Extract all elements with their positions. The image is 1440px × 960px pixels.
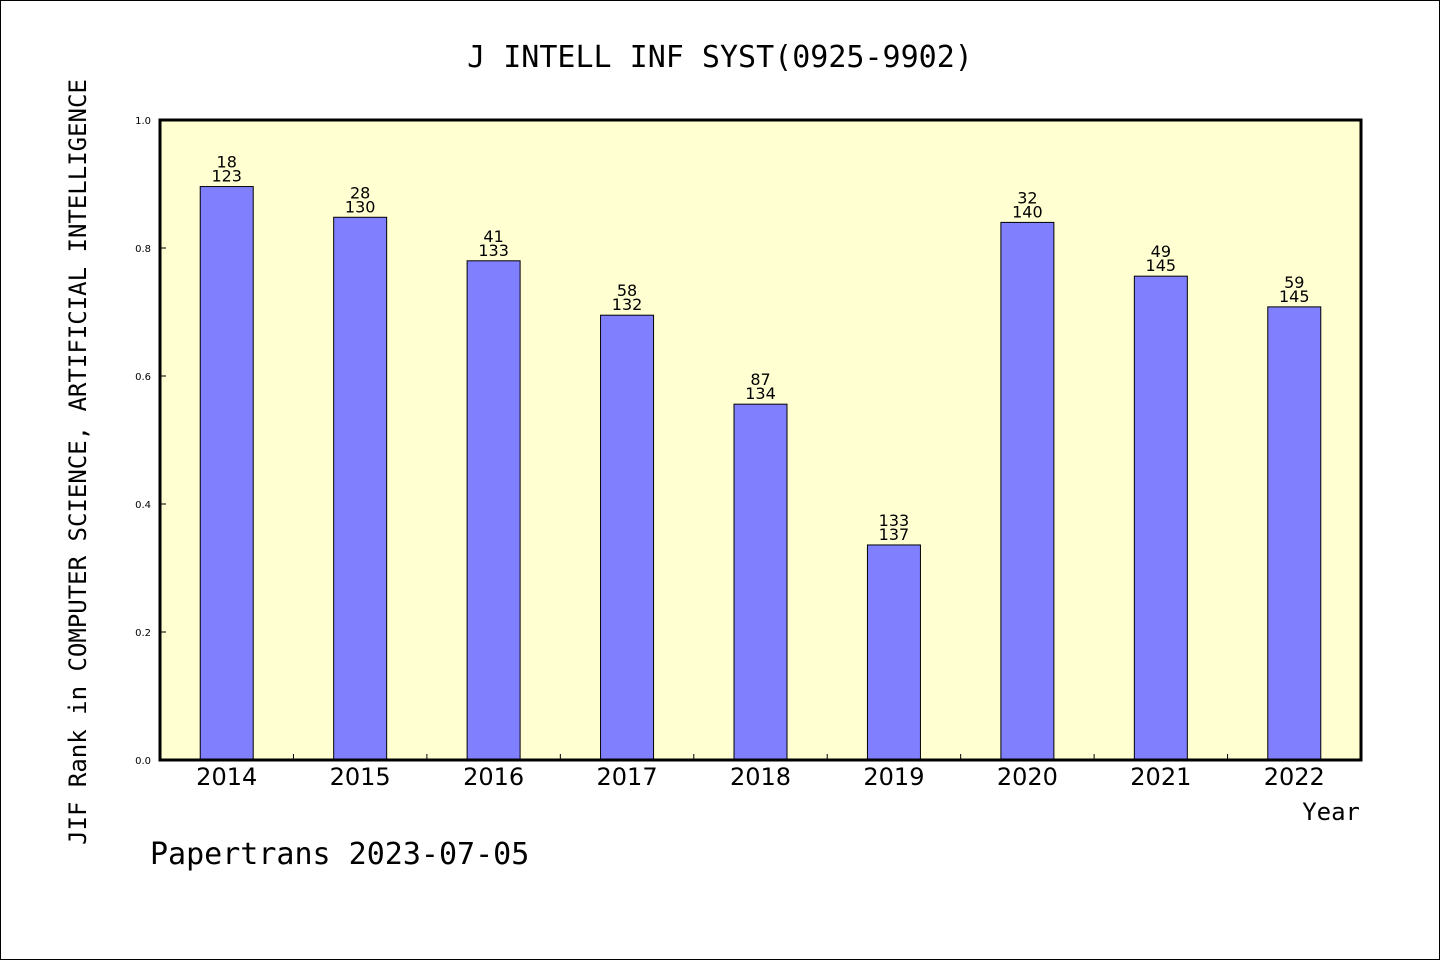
- x-tick-label: 2020: [997, 763, 1058, 791]
- bar-2019: [866, 544, 921, 761]
- x-axis-label: Year: [1302, 798, 1360, 826]
- y-tick-label: 0.4: [135, 500, 151, 511]
- bar-2021: [1133, 275, 1188, 761]
- bars-group: [199, 186, 1322, 761]
- x-tick-label: 2021: [1130, 763, 1191, 791]
- x-ticks-group: 2014 2015 2016 2017 2018 2019 2020 2021 2022: [196, 754, 1325, 791]
- bar-total-label: 132: [612, 295, 643, 314]
- bar-rank-label: 41: [483, 227, 503, 246]
- chart-title: J INTELL INF SYST(0925-9902): [467, 40, 973, 75]
- y-axis-label: JIF Rank in COMPUTER SCIENCE, ARTIFICIAL…: [64, 79, 92, 845]
- bar-total-label: 130: [345, 197, 376, 216]
- bar-2018: [733, 403, 788, 761]
- bar-total-label: 137: [879, 525, 910, 544]
- bar-total-label: 145: [1146, 256, 1177, 275]
- bar-rank-label: 32: [1017, 188, 1037, 207]
- y-tick-label: 0.0: [135, 756, 151, 767]
- x-tick-label: 2014: [196, 763, 257, 791]
- bar-2020: [1000, 221, 1055, 761]
- bar-2015: [333, 216, 388, 761]
- bar-total-label: 145: [1279, 287, 1310, 306]
- bar-total-label: 140: [1012, 202, 1043, 221]
- y-tick-label: 0.2: [135, 628, 151, 639]
- bar-rank-label: 59: [1284, 273, 1304, 292]
- bar-rank-label: 28: [350, 183, 370, 202]
- bar-rank-label: 18: [217, 153, 237, 172]
- x-tick-label: 2016: [463, 763, 524, 791]
- x-tick-label: 2015: [330, 763, 391, 791]
- bar-2022: [1267, 306, 1322, 761]
- bar-rank-label: 49: [1151, 242, 1171, 261]
- footer-text: Papertrans 2023-07-05: [150, 837, 529, 872]
- bar-2017: [600, 314, 655, 761]
- bar-rank-label: 133: [879, 511, 910, 530]
- bar-rank-label: 87: [750, 370, 770, 389]
- bar-2016: [466, 260, 521, 761]
- bar-total-label: 133: [478, 241, 509, 260]
- y-tick-label: 1.0: [135, 116, 151, 127]
- x-tick-label: 2019: [863, 763, 924, 791]
- bar-total-label: 123: [211, 167, 242, 186]
- y-ticks-group: 0.0 0.2 0.4 0.6 0.8 1.0: [135, 116, 166, 767]
- bar-2014: [199, 186, 254, 761]
- data-labels-group: 1812328130411335813287134133137321404914…: [211, 153, 1309, 544]
- y-tick-label: 0.8: [135, 244, 151, 255]
- y-tick-label: 0.6: [135, 372, 151, 383]
- plot-border: [158, 118, 1363, 762]
- x-tick-label: 2022: [1264, 763, 1325, 791]
- x-tick-label: 2018: [730, 763, 791, 791]
- bar-rank-label: 58: [617, 281, 637, 300]
- bar-total-label: 134: [745, 384, 776, 403]
- x-tick-label: 2017: [597, 763, 658, 791]
